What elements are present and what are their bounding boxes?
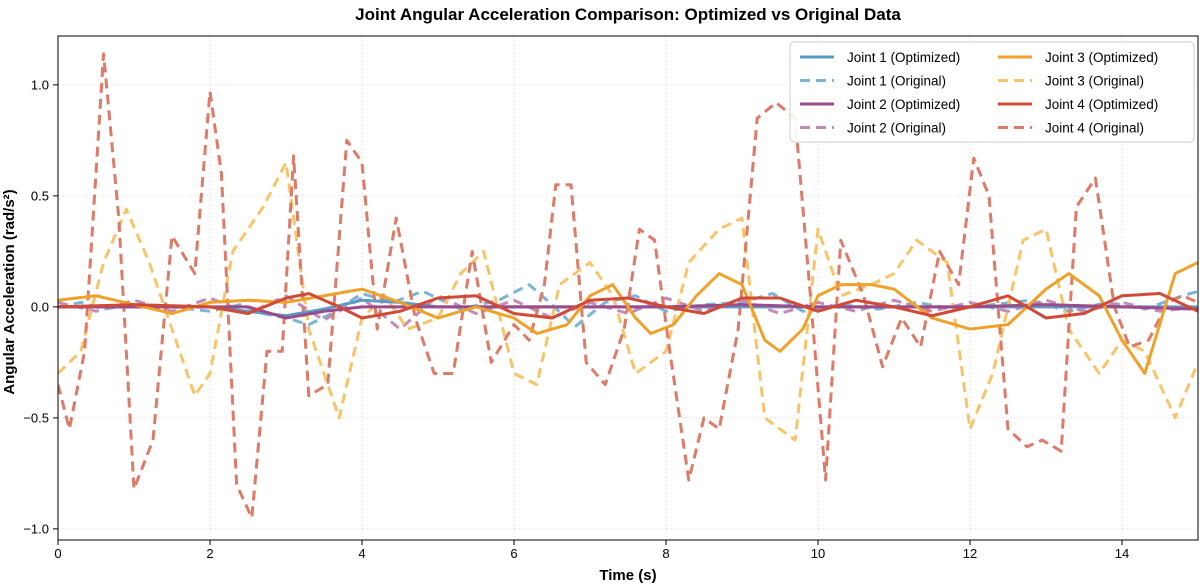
x-tick-label: 4 xyxy=(358,546,365,561)
x-tick-label: 2 xyxy=(206,546,213,561)
legend-entry-label: Joint 3 (Optimized) xyxy=(1045,50,1158,65)
series-line-joint-1-original xyxy=(58,283,1198,329)
y-tick-label: −0.5 xyxy=(23,410,49,425)
x-tick-label: 10 xyxy=(811,546,825,561)
series-group xyxy=(58,52,1198,520)
series-line-joint-4-original xyxy=(58,52,1198,520)
y-axis: −1.0 −0.5 0.0 0.5 1.0 xyxy=(23,77,58,536)
y-tick-label: 0.5 xyxy=(31,188,49,203)
legend-entry-label: Joint 2 (Original) xyxy=(847,121,946,136)
series-line-joint-2-optimized xyxy=(58,303,1198,320)
legend-entry-label: Joint 4 (Optimized) xyxy=(1045,97,1158,112)
y-tick-label: 1.0 xyxy=(31,77,49,92)
legend-entry-label: Joint 3 (Original) xyxy=(1045,74,1144,89)
chart-title: Joint Angular Acceleration Comparison: O… xyxy=(355,5,901,24)
x-tick-label: 8 xyxy=(662,546,669,561)
legend: Joint 1 (Optimized) Joint 1 (Original) Joi… xyxy=(789,41,1195,143)
legend-box xyxy=(789,41,1195,143)
plot-frame xyxy=(57,35,1199,541)
legend-entry-label: Joint 4 (Original) xyxy=(1045,121,1144,136)
x-tick-label: 0 xyxy=(54,546,61,561)
legend-entry-label: Joint 2 (Optimized) xyxy=(847,97,960,112)
y-tick-label: −1.0 xyxy=(23,521,49,536)
series-line-joint-4-optimized xyxy=(58,292,1198,320)
x-tick-label: 14 xyxy=(1115,546,1129,561)
legend-entry-label: Joint 1 (Optimized) xyxy=(847,50,960,65)
x-tick-label: 12 xyxy=(963,546,977,561)
y-tick-label: 0.0 xyxy=(31,299,49,314)
y-axis-label: Angular Acceleration (rad/s²) xyxy=(1,189,18,394)
x-tick-label: 6 xyxy=(510,546,517,561)
legend-entry-label: Joint 1 (Original) xyxy=(847,74,946,89)
x-axis: 0 2 4 6 8 10 12 14 xyxy=(54,540,1129,561)
x-axis-label: Time (s) xyxy=(599,567,656,584)
series-line-joint-3-original xyxy=(58,161,1198,442)
